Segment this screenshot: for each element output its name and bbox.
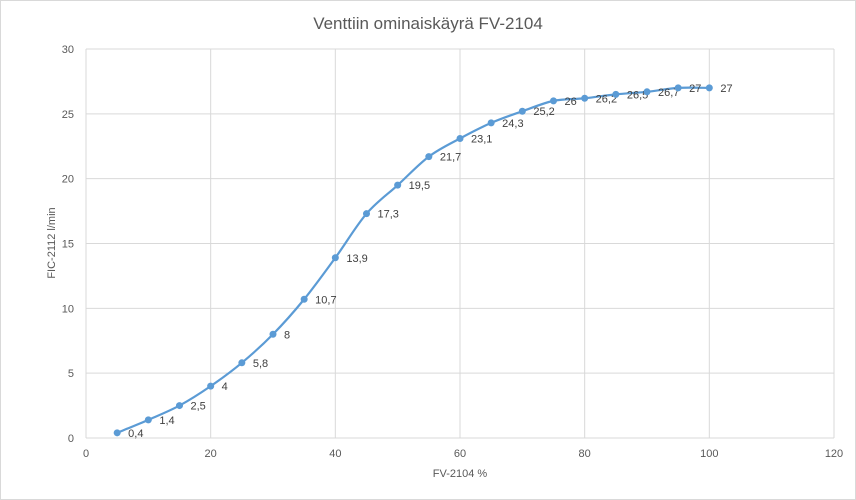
data-label: 10,7 <box>315 294 336 306</box>
data-label: 23,1 <box>471 133 492 145</box>
data-label: 26,5 <box>627 89 648 101</box>
x-tick-label: 80 <box>579 448 591 460</box>
data-point <box>674 84 682 92</box>
data-point <box>425 153 433 161</box>
series-group: 0,4 1,4 2,5 4 5,8 8 10,7 13,9 17,3 19,5 21,7 23,1 24… <box>113 83 733 440</box>
x-tick-label: 20 <box>205 448 217 460</box>
data-point <box>238 359 246 367</box>
data-point <box>456 134 464 142</box>
x-tick-label: 40 <box>329 448 341 460</box>
x-tick-label: 60 <box>454 448 466 460</box>
data-point <box>394 181 402 189</box>
data-label: 27 <box>720 83 732 95</box>
x-tick-label: 120 <box>825 448 843 460</box>
data-label: 26,2 <box>596 93 617 105</box>
y-tick-label: 20 <box>62 174 74 186</box>
data-label: 24,3 <box>502 118 523 130</box>
data-point <box>487 119 495 127</box>
data-point <box>581 94 589 102</box>
data-label: 27 <box>689 83 701 95</box>
data-label: 0,4 <box>128 428 143 440</box>
data-point <box>331 254 339 262</box>
data-label: 5,8 <box>253 358 268 370</box>
data-point <box>705 84 713 92</box>
x-tick-label: 100 <box>700 448 718 460</box>
tick-labels: 0 5 10 15 20 25 30 0 20 40 60 80 100 120 <box>62 44 843 460</box>
data-point <box>300 295 308 303</box>
y-tick-label: 5 <box>68 368 74 380</box>
data-label: 26,7 <box>658 87 679 99</box>
data-point <box>113 429 121 437</box>
data-point <box>643 88 651 96</box>
data-point <box>550 97 557 105</box>
data-point <box>363 210 370 218</box>
data-point <box>144 416 152 424</box>
gridlines <box>85 48 835 439</box>
chart-title: Venttiin ominaiskäyrä FV-2104 <box>313 14 543 33</box>
data-label: 19,5 <box>409 180 430 192</box>
data-label: 1,4 <box>159 415 174 427</box>
y-tick-label: 0 <box>68 433 74 445</box>
data-label: 26 <box>565 96 577 108</box>
y-axis-title: FIC-2112 l/min <box>46 207 58 278</box>
y-tick-label: 10 <box>62 303 74 315</box>
data-label: 8 <box>284 329 290 341</box>
data-point <box>612 90 620 98</box>
data-label: 25,2 <box>533 106 554 118</box>
data-point <box>518 107 526 115</box>
y-tick-label: 25 <box>62 109 74 121</box>
data-label: 2,5 <box>191 401 206 413</box>
x-axis-title: FV-2104 % <box>433 468 488 480</box>
y-tick-label: 30 <box>62 44 74 56</box>
data-point <box>269 330 277 338</box>
data-label: 21,7 <box>440 152 461 164</box>
data-point <box>176 402 183 410</box>
data-label: 4 <box>222 381 228 393</box>
data-label: 17,3 <box>378 209 399 221</box>
y-tick-label: 15 <box>62 239 74 251</box>
x-tick-label: 0 <box>83 448 89 460</box>
data-label: 13,9 <box>346 253 367 265</box>
data-point <box>207 382 215 390</box>
